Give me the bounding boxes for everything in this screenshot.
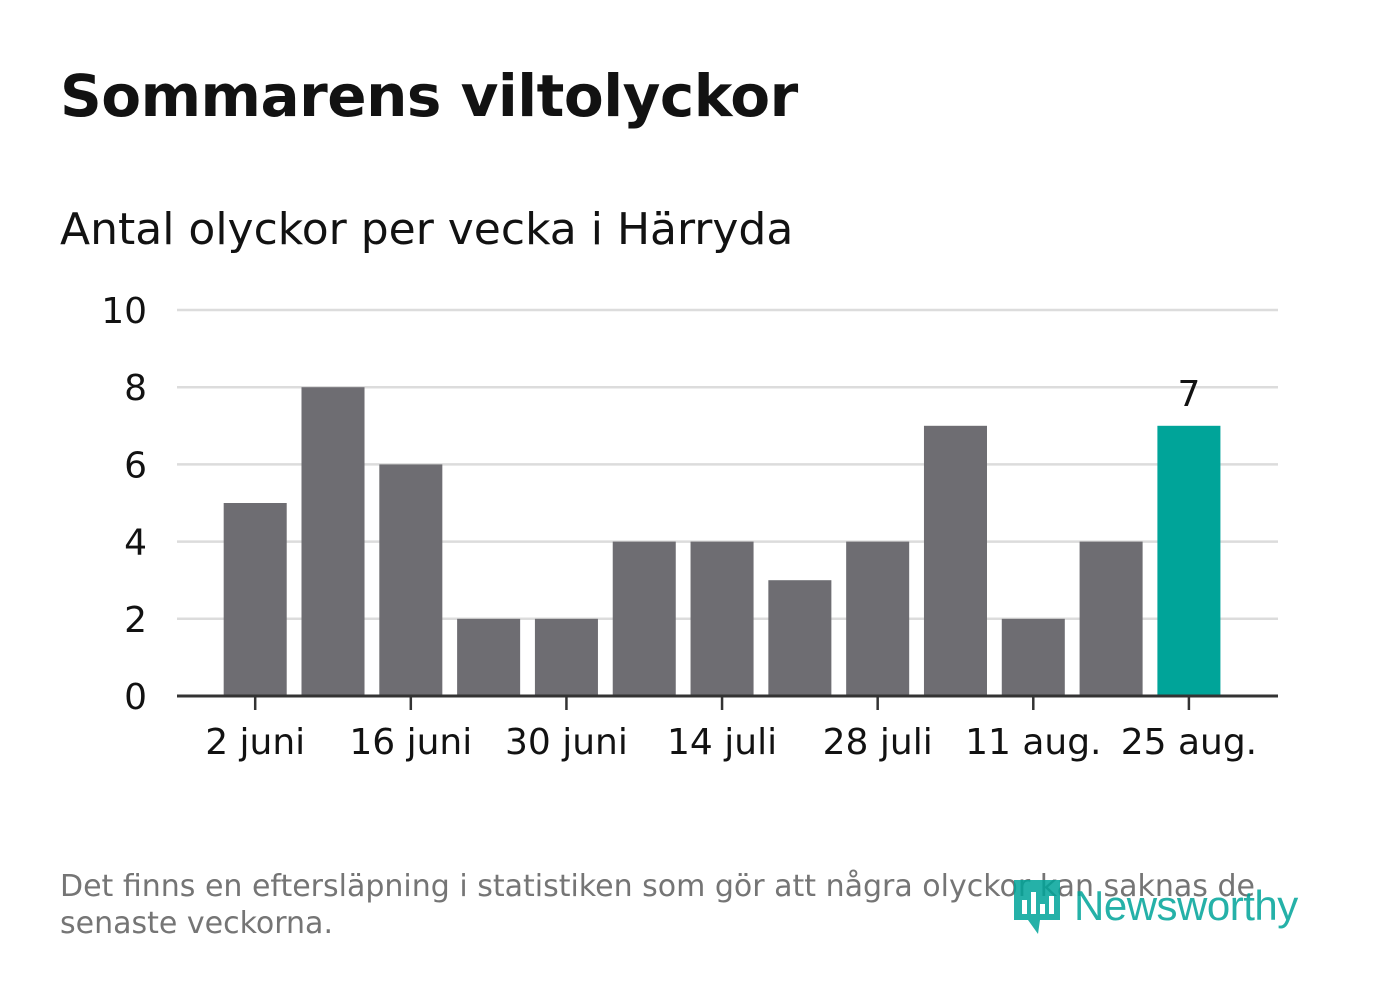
y-tick-label: 8 (124, 368, 147, 409)
y-tick-label: 4 (124, 523, 147, 564)
logo-text: Newsworthy (1074, 882, 1298, 929)
x-tick-label: 28 juli (823, 722, 933, 763)
bar-chart: 0 2 4 6 8 10 7 2 juni 16 juni 30 juni 14 juli 28 ju… (101, 291, 1278, 763)
data-label: 7 (1177, 374, 1200, 415)
x-tick-label: 30 juni (505, 722, 628, 763)
y-tick-label: 10 (101, 291, 147, 332)
bar (923, 425, 987, 696)
bar (534, 618, 598, 696)
bar (1001, 618, 1065, 696)
newsworthy-logo-icon (1014, 880, 1060, 934)
bar (1157, 425, 1221, 696)
x-tick-label: 11 aug. (965, 722, 1101, 763)
y-tick-label: 6 (124, 445, 147, 486)
bar (846, 541, 910, 696)
x-tick-label: 25 aug. (1121, 722, 1257, 763)
y-tick-label: 2 (124, 600, 147, 641)
bar (612, 541, 676, 696)
x-tick-label: 16 juni (349, 722, 472, 763)
bar (223, 503, 287, 696)
x-tick-label: 14 juli (667, 722, 777, 763)
bar (379, 464, 443, 696)
chart-title: Sommarens viltolyckor (60, 62, 798, 130)
bar (690, 541, 754, 696)
y-tick-label: 0 (124, 677, 147, 718)
newsworthy-logo: Newsworthy (1010, 876, 1298, 936)
chart-subtitle: Antal olyckor per vecka i Härryda (60, 204, 794, 255)
bar (768, 580, 832, 696)
bar (301, 387, 365, 696)
bar (1079, 541, 1143, 696)
bar (457, 618, 521, 696)
x-tick-label: 2 juni (205, 722, 305, 763)
